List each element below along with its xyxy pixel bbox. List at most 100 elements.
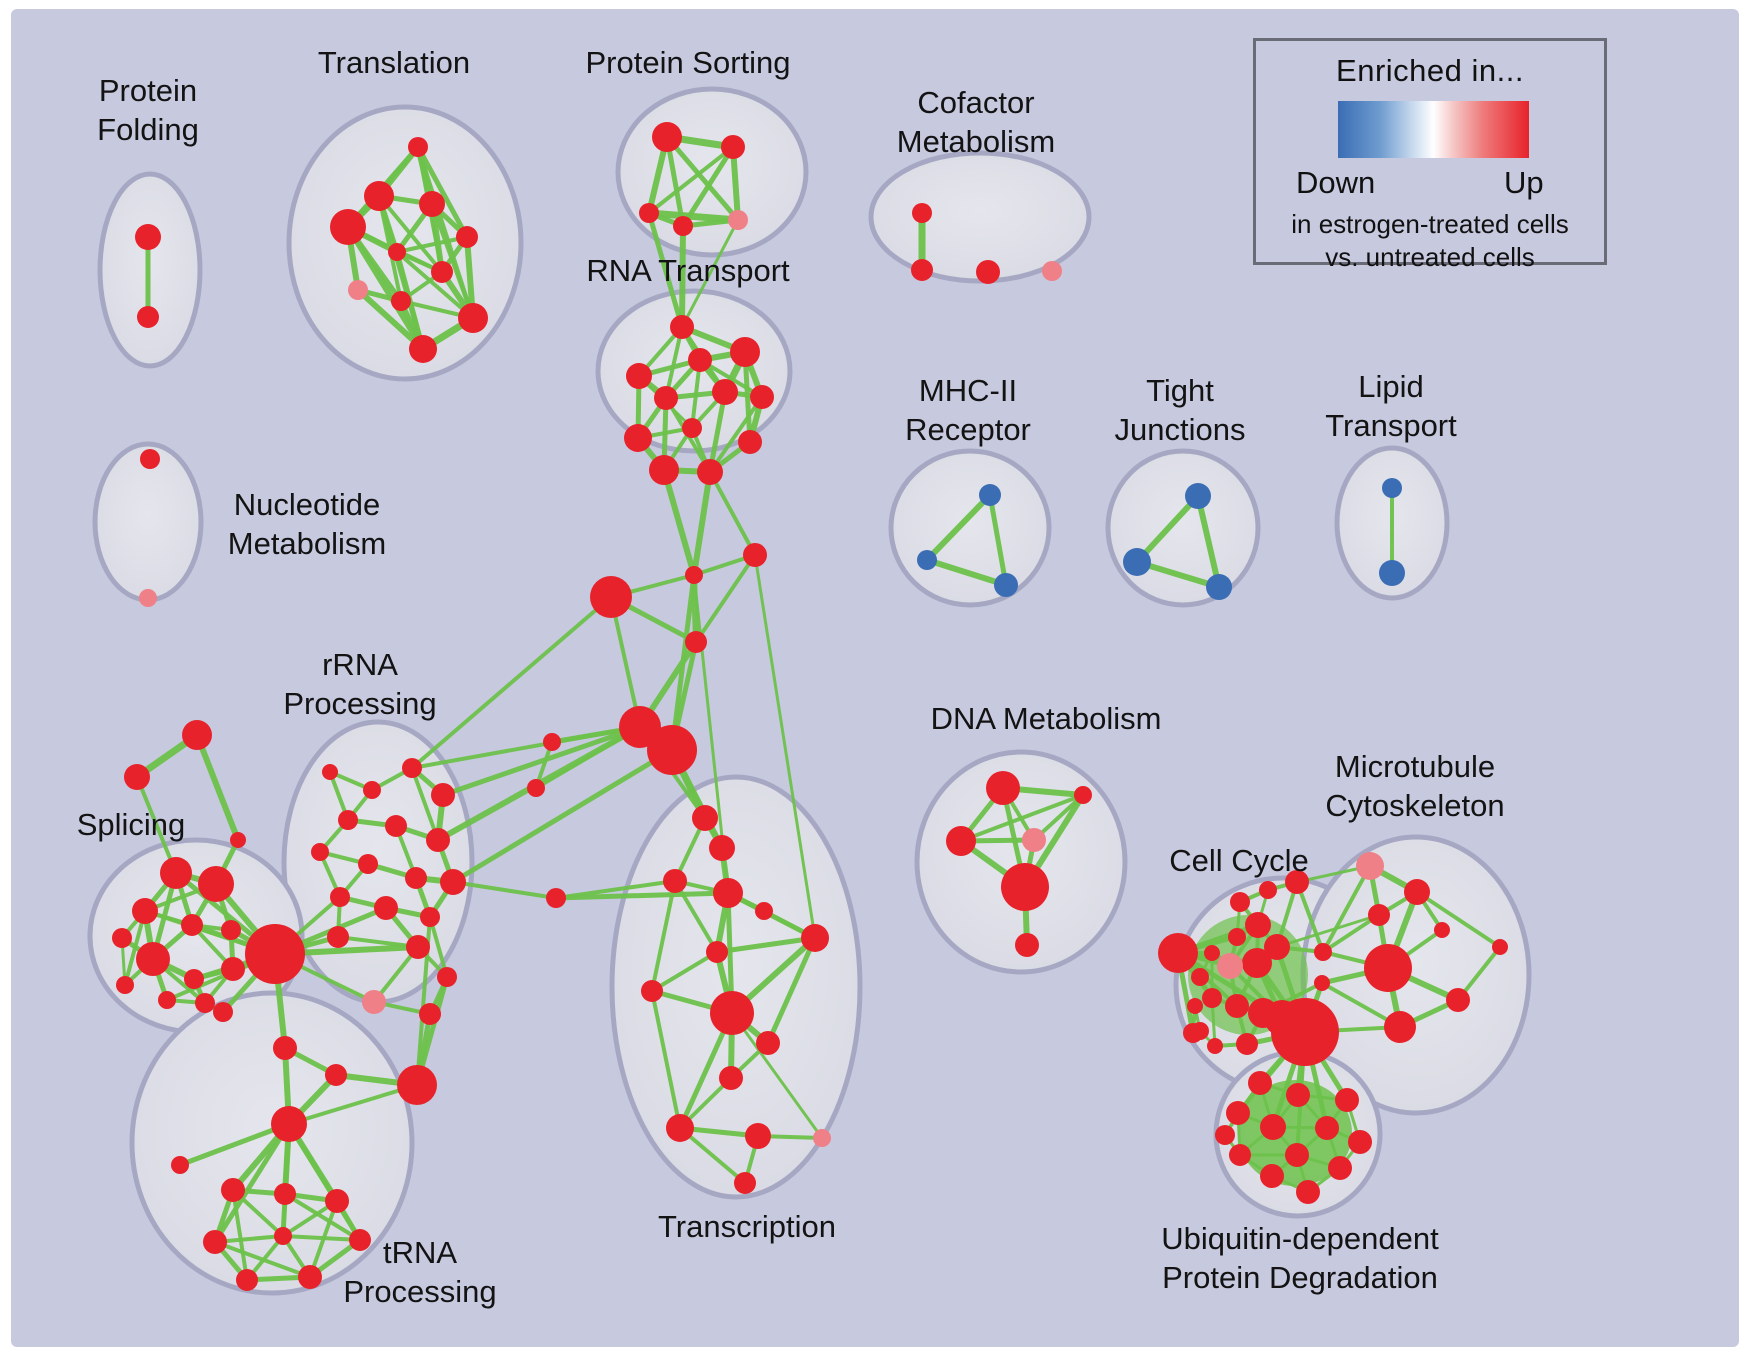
edge [410, 595, 613, 770]
edge [673, 879, 719, 954]
node-cn2 [590, 576, 632, 618]
cluster-label-rrna-processing: rRNA Processing [283, 647, 436, 721]
node-ub5 [1315, 1116, 1339, 1140]
node-tr1 [364, 181, 394, 211]
edge [679, 225, 686, 328]
cluster-label-tight-junctions: Tight Junctions [1115, 373, 1246, 447]
node-cc0 [1230, 892, 1250, 912]
node-rm11 [440, 869, 466, 895]
cluster-ellipse-mhc-ii-receptor [888, 448, 1052, 608]
node-rm5 [338, 810, 358, 830]
edge [396, 235, 468, 254]
edge [661, 469, 697, 576]
node-cc14 [1207, 1038, 1223, 1054]
node-lo1 [527, 779, 545, 797]
node-sp6 [136, 942, 170, 976]
node-T5 [706, 941, 728, 963]
node-ub0 [1248, 1071, 1272, 1095]
edge [1321, 865, 1372, 953]
node-ol0 [182, 720, 212, 750]
node-rt11 [682, 418, 702, 438]
node-rm1 [322, 764, 338, 780]
node-nm0 [140, 449, 160, 469]
node-cc11 [1225, 994, 1249, 1018]
node-tn4 [349, 1229, 371, 1251]
node-mt1 [1368, 904, 1390, 926]
node-dn0 [986, 771, 1020, 805]
cluster-label-nucleotide-metabolism: Nucleotide Metabolism [228, 487, 387, 561]
node-mh2 [994, 573, 1018, 597]
legend-caption-line1: in estrogen-treated cells [1291, 209, 1569, 239]
node-tn2 [325, 1189, 349, 1213]
node-T7 [801, 924, 829, 952]
node-mt0 [1404, 879, 1430, 905]
edge [669, 574, 697, 751]
node-sp10 [195, 993, 215, 1013]
node-rm15 [327, 926, 349, 948]
edge [665, 135, 740, 222]
node-rm2 [363, 781, 381, 799]
node-sp2 [132, 898, 158, 924]
node-sp3 [181, 914, 203, 936]
legend-title: Enriched in... [1336, 53, 1524, 88]
legend-down-label: Down [1296, 165, 1376, 200]
node-rm19 [419, 1003, 441, 1025]
cluster-label-rna-transport: RNA Transport [586, 253, 790, 288]
node-rm6 [385, 815, 407, 837]
cluster-label-microtubule-cytoskeleton: Microtubule Cytoskeleton [1325, 749, 1504, 823]
node-ub11 [1296, 1180, 1320, 1204]
node-tr10 [409, 335, 437, 363]
node-tn1 [274, 1183, 296, 1205]
node-cc8 [1191, 968, 1209, 986]
node-dn5 [1015, 933, 1039, 957]
edge [214, 1240, 311, 1279]
node-rm4 [431, 783, 455, 807]
node-tr0 [408, 137, 428, 157]
node-rm17 [437, 967, 457, 987]
node-ub1 [1286, 1083, 1310, 1107]
node-rm13 [374, 896, 398, 920]
edge [765, 936, 818, 1045]
edge [960, 793, 1084, 843]
edge [555, 879, 676, 900]
node-cc5 [1264, 934, 1290, 960]
edge [1295, 881, 1325, 953]
edge [691, 471, 713, 576]
node-ps2 [639, 203, 659, 223]
edge [646, 212, 685, 328]
node-cn1 [743, 543, 767, 567]
node-jx0 [1314, 943, 1332, 961]
edge [355, 287, 426, 352]
edge [708, 395, 764, 474]
node-rt9 [697, 459, 723, 485]
node-tj1 [1123, 548, 1151, 576]
node-tl [171, 1156, 189, 1174]
node-T13 [813, 1129, 831, 1147]
legend-box: Enriched in... Down Up in estrogen-treat… [1253, 38, 1607, 272]
node-sph [245, 924, 305, 984]
edge [442, 724, 641, 798]
edge [730, 146, 741, 221]
node-rm3 [402, 758, 422, 778]
node-mt2 [1434, 922, 1450, 938]
node-sp12 [213, 1002, 233, 1022]
node-T0 [692, 805, 718, 831]
edge [716, 935, 816, 955]
edge [1134, 493, 1201, 565]
node-cc9 [1202, 988, 1222, 1008]
node-sp9 [158, 991, 176, 1009]
node-rm8 [311, 843, 329, 861]
node-cc10 [1187, 998, 1203, 1014]
node-sp11 [116, 976, 134, 994]
cluster-label-ubiquitin: Ubiquitin-dependent Protein Degradation [1161, 1221, 1439, 1295]
legend-caption-line2: vs. untreated cells [1325, 242, 1535, 272]
node-tn3 [203, 1230, 227, 1254]
node-mt4 [1384, 1011, 1416, 1043]
edge [650, 990, 682, 1129]
node-hb1 [647, 725, 697, 775]
node-mt3 [1364, 944, 1412, 992]
node-ol2 [230, 832, 246, 848]
node-T2 [663, 869, 687, 893]
node-ub8 [1285, 1143, 1309, 1167]
